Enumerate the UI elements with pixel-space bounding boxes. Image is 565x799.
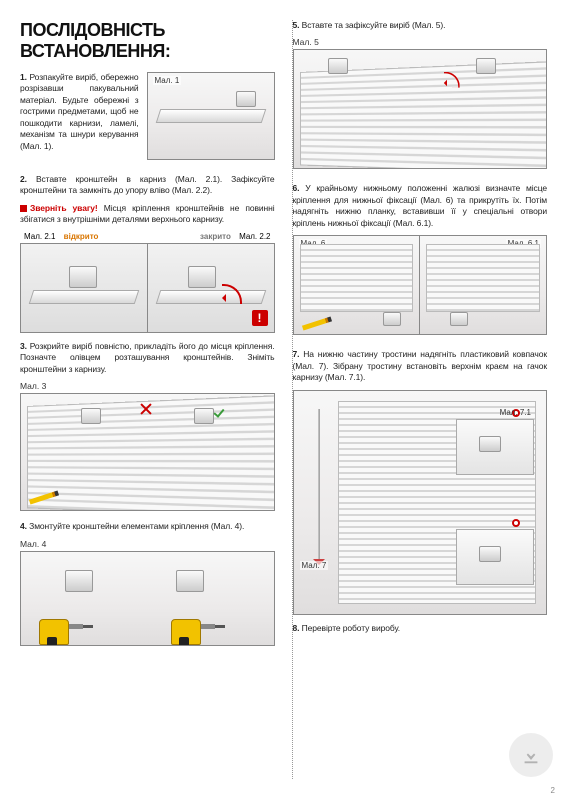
blinds-graphic <box>300 60 548 169</box>
step-1-text: 1. Розпакуйте виріб, обережно розрізавши… <box>20 72 139 154</box>
figure-2-1 <box>20 243 148 333</box>
step-2: 2. Вставте кронштейн в карниз (Мал. 2.1)… <box>20 174 275 333</box>
step-6: 6. У крайньому нижньому положенні жалюзі… <box>293 183 548 335</box>
figure-6: Мал. 6 <box>293 235 421 335</box>
hook-graphic <box>479 546 501 562</box>
step-7: 7. На нижню частину тростини надягніть п… <box>293 349 548 614</box>
figure-2-label-row: Мал. 2.1 відкрито закрито Мал. 2.2 <box>20 232 275 243</box>
main-title: ПОСЛІДОВНІСТЬ ВСТАНОВЛЕННЯ: <box>20 20 275 62</box>
bracket-graphic <box>194 408 214 424</box>
drill-icon <box>171 609 217 645</box>
step-7-text: 7. На нижню частину тростини надягніть п… <box>293 349 548 383</box>
figure-2-row: ! <box>20 243 275 333</box>
step-3: 3. Розкрийте виріб повністю, прикладіть … <box>20 341 275 511</box>
step-2-text: 2. Вставте кронштейн в карниз (Мал. 2.1)… <box>20 174 275 197</box>
step-6-body: У крайньому нижньому положенні жалюзі ви… <box>293 183 548 227</box>
figure-1-label: Мал. 1 <box>153 76 182 85</box>
figure-2-2-label: Мал. 2.2 <box>239 232 270 241</box>
page-number: 2 <box>551 786 555 795</box>
blinds-graphic <box>300 244 414 312</box>
step-2-warning: Зверніть увагу! Місця кріплення кронштей… <box>20 203 275 226</box>
hook-graphic <box>479 436 501 452</box>
drill-icon <box>39 609 85 645</box>
figure-1: Мал. 1 <box>147 72 275 160</box>
step-8-text: 8. Перевірте роботу виробу. <box>293 623 548 634</box>
figure-7-label: Мал. 7 <box>300 561 329 570</box>
step-2-num: 2. <box>20 174 27 184</box>
step-1-body: Розпакуйте виріб, обережно розрізавши па… <box>20 72 139 151</box>
figure-7-inset-2 <box>456 529 534 585</box>
download-watermark-icon <box>509 733 553 777</box>
bracket-graphic <box>476 58 496 74</box>
figure-5 <box>293 49 548 169</box>
step-8-num: 8. <box>293 623 300 633</box>
warning-marker-icon <box>20 205 27 212</box>
figure-4-label: Мал. 4 <box>20 539 275 549</box>
figure-5-label: Мал. 5 <box>293 37 548 47</box>
bracket-graphic <box>81 408 101 424</box>
step-1-num: 1. <box>20 72 27 82</box>
step-3-text: 3. Розкрийте виріб повністю, прикладіть … <box>20 341 275 375</box>
figure-6-row: Мал. 6 Мал. 6.1 <box>293 235 548 335</box>
figure-7-1-inset: Мал. 7.1 <box>456 419 534 475</box>
closed-label: закрито <box>200 232 231 241</box>
parts-graphic <box>236 91 256 107</box>
step-5: 5. Вставте та зафіксуйте виріб (Мал. 5).… <box>293 20 548 169</box>
warning-badge-icon: ! <box>252 310 268 326</box>
figure-2-2: ! <box>148 243 275 333</box>
left-column: ПОСЛІДОВНІСТЬ ВСТАНОВЛЕННЯ: 1. Розпакуйт… <box>20 20 275 789</box>
bracket-graphic <box>328 58 348 74</box>
step-2-warn-prefix: Зверніть увагу! <box>30 203 98 213</box>
step-5-text: 5. Вставте та зафіксуйте виріб (Мал. 5). <box>293 20 548 31</box>
blinds-graphic <box>426 244 540 312</box>
right-column: 5. Вставте та зафіксуйте виріб (Мал. 5).… <box>289 20 548 789</box>
rotate-arrow-icon <box>216 278 246 308</box>
figure-2-1-label: Мал. 2.1 <box>24 232 55 241</box>
step-6-text: 6. У крайньому нижньому положенні жалюзі… <box>293 183 548 229</box>
figure-7-1-label: Мал. 7.1 <box>498 408 533 417</box>
figure-6-1: Мал. 6.1 <box>420 235 547 335</box>
lower-fixing-graphic <box>450 312 468 326</box>
cross-icon <box>139 402 153 416</box>
step-4-body: Змонтуйте кронштейни елементами кріпленн… <box>29 521 244 531</box>
lower-fixing-graphic <box>383 312 401 326</box>
rotate-arrow-icon <box>439 67 463 91</box>
step-5-body: Вставте та зафіксуйте виріб (Мал. 5). <box>302 20 446 30</box>
figure-3-label: Мал. 3 <box>20 381 275 391</box>
step-1: 1. Розпакуйте виріб, обережно розрізавши… <box>20 72 275 160</box>
bracket-graphic <box>65 570 93 592</box>
figure-7: Мал. 7 Мал. 7.1 <box>293 390 548 615</box>
pencil-icon <box>301 317 331 331</box>
step-5-num: 5. <box>293 20 300 30</box>
wand-cord-graphic <box>318 409 320 559</box>
step-8-body: Перевірте роботу виробу. <box>302 623 400 633</box>
rail-graphic <box>155 109 265 123</box>
step-2-body: Вставте кронштейн в карниз (Мал. 2.1). З… <box>20 174 275 195</box>
step-7-num: 7. <box>293 349 300 359</box>
bracket-closed-graphic <box>188 266 216 288</box>
step-4-text: 4. Змонтуйте кронштейни елементами кріпл… <box>20 521 275 532</box>
bracket-open-graphic <box>69 266 97 288</box>
step-6-num: 6. <box>293 183 300 193</box>
step-3-num: 3. <box>20 341 27 351</box>
figure-4 <box>20 551 275 646</box>
rail-graphic <box>156 290 266 304</box>
step-7-body: На нижню частину тростини надягніть плас… <box>293 349 548 382</box>
bracket-graphic <box>176 570 204 592</box>
step-4: 4. Змонтуйте кронштейни елементами кріпл… <box>20 521 275 645</box>
callout-dot-icon <box>512 519 520 527</box>
figure-3 <box>20 393 275 511</box>
check-icon <box>214 402 228 416</box>
step-4-num: 4. <box>20 521 27 531</box>
open-label: відкрито <box>64 232 99 241</box>
step-3-body: Розкрийте виріб повністю, прикладіть йог… <box>20 341 275 374</box>
rail-graphic <box>29 290 139 304</box>
page: ПОСЛІДОВНІСТЬ ВСТАНОВЛЕННЯ: 1. Розпакуйт… <box>0 0 565 799</box>
